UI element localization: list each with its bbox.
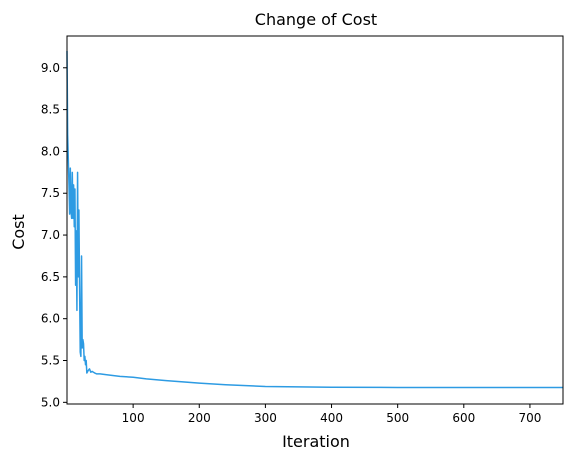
x-axis-label: Iteration (282, 432, 350, 451)
x-tick-label: 300 (254, 411, 277, 425)
y-tick-label: 8.5 (41, 103, 60, 117)
y-tick-label: 7.0 (41, 228, 60, 242)
x-axis-ticks: 100 200 300 400 500 600 700 (122, 404, 541, 425)
y-tick-label: 6.5 (41, 270, 60, 284)
chart-title: Change of Cost (255, 10, 377, 29)
y-tick-label: 5.5 (41, 354, 60, 368)
y-tick-label: 9.0 (41, 61, 60, 75)
x-tick-label: 100 (122, 411, 145, 425)
x-tick-label: 500 (386, 411, 409, 425)
y-tick-label: 6.0 (41, 312, 60, 326)
y-axis-ticks: 5.0 5.5 6.0 6.5 7.0 7.5 8.0 8.5 9.0 (41, 61, 67, 409)
x-tick-label: 600 (452, 411, 475, 425)
x-tick-label: 200 (188, 411, 211, 425)
axes-frame (66, 35, 564, 405)
y-tick-label: 7.5 (41, 186, 60, 200)
y-axis-label: Cost (9, 214, 28, 250)
cost-series-line (66, 51, 563, 389)
line-layer (66, 51, 563, 389)
y-tick-label: 5.0 (41, 395, 60, 409)
x-tick-label: 400 (320, 411, 343, 425)
y-tick-label: 8.0 (41, 144, 60, 158)
x-tick-label: 700 (518, 411, 541, 425)
